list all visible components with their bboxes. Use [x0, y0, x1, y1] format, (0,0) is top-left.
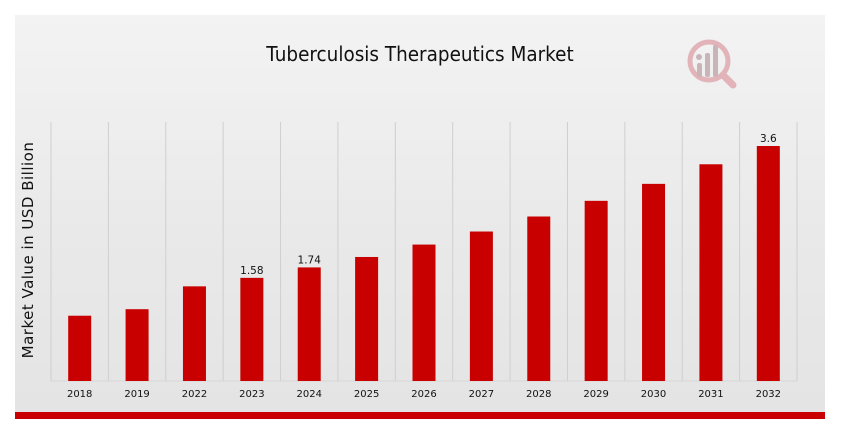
x-tick-label: 2019: [124, 389, 149, 400]
bar-2027: [469, 231, 493, 381]
bar-2023: [240, 277, 264, 381]
x-tick-label: 2024: [297, 389, 322, 400]
bar-2028: [527, 216, 551, 381]
data-label: 3.6: [760, 133, 777, 145]
x-tick-label: 2018: [67, 389, 92, 400]
bar-2019: [125, 309, 149, 381]
bar-2026: [412, 244, 436, 381]
bar-2029: [584, 200, 608, 381]
data-label: 1.58: [240, 265, 263, 277]
x-tick-label: 2030: [641, 389, 666, 400]
bar-2018: [68, 315, 92, 381]
x-tick-label: 2029: [583, 389, 608, 400]
x-tick-label: 2025: [354, 389, 379, 400]
bar-2025: [355, 256, 379, 381]
chart-title: Tuberculosis Therapeutics Market: [266, 42, 574, 66]
bottom-accent-bar: [15, 412, 825, 419]
x-tick-label: 2031: [698, 389, 723, 400]
bar-chart-magnifier-icon: [687, 39, 737, 89]
data-label: 1.74: [298, 254, 322, 266]
bar-2024: [297, 267, 321, 381]
x-tick-label: 2027: [469, 389, 494, 400]
bar-2022: [182, 286, 206, 381]
bar-2030: [642, 183, 666, 381]
x-tick-label: 2026: [411, 389, 436, 400]
bar-2032: [756, 146, 780, 381]
bar-2031: [699, 164, 723, 381]
x-tick-label: 2023: [239, 389, 264, 400]
x-tick-label: 2028: [526, 389, 551, 400]
x-tick-label: 2032: [756, 389, 781, 400]
x-tick-label: 2022: [182, 389, 207, 400]
